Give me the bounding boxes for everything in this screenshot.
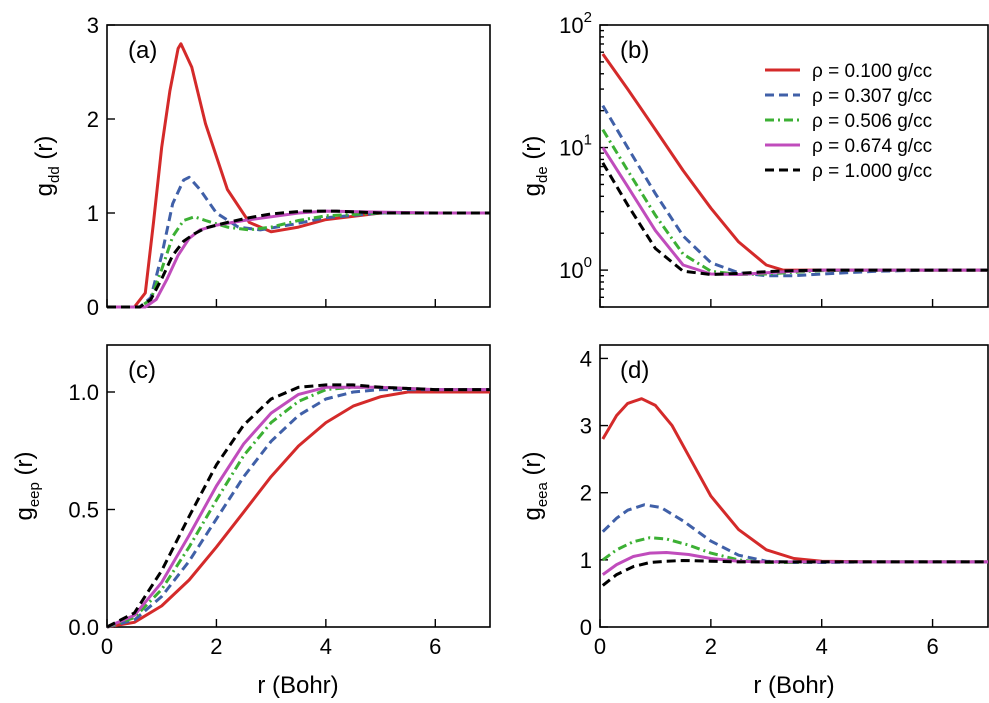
y-tick-exponent: 1 (584, 132, 592, 149)
y-tick-base: 10 (559, 136, 583, 161)
y-tick-label: 3 (87, 13, 99, 38)
legend-label: ρ = 1.000 g/cc (812, 161, 932, 182)
x-tick-label: 4 (320, 634, 332, 659)
y-axis-title: gdd (r) (31, 136, 63, 197)
y-axis-suffix: (r) (519, 451, 546, 482)
series-curves (601, 397, 988, 587)
y-tick-label: 102 (559, 9, 592, 38)
series-line-5 (601, 559, 988, 587)
x-tick-label: 2 (705, 634, 717, 659)
panel-label: (b) (620, 37, 649, 64)
legend-label: ρ = 0.307 g/cc (812, 86, 932, 107)
y-axis-main: g (11, 507, 38, 520)
y-tick-label: 0.5 (68, 498, 99, 523)
series-curves (106, 383, 490, 629)
series-line-1 (106, 390, 490, 629)
y-tick-exponent: 0 (584, 254, 592, 271)
panel-c: 0 2 4 6 0.0 0.5 1.0 (c) geep (r) r (Bohr) (11, 344, 491, 699)
series-line-2 (107, 175, 490, 309)
y-tick-label: 1 (87, 201, 99, 226)
legend: ρ = 0.100 g/cc ρ = 0.307 g/cc ρ = 0.506 g/… (765, 61, 932, 182)
y-tick-label: 2 (87, 107, 99, 132)
y-axis-suffix: (r) (31, 136, 58, 167)
y-axis-suffix: (r) (519, 136, 546, 167)
panel-a: 0 1 2 3 (a) gdd (r) (31, 13, 491, 320)
panel-d: 0 2 4 6 0 1 2 3 4 (d) geea (r) r (Bohr) (519, 344, 989, 699)
series-curves (107, 42, 490, 309)
panel-label: (a) (128, 37, 157, 64)
y-tick-base: 10 (559, 13, 583, 38)
plot-frame (599, 344, 989, 628)
y-axis-main: g (519, 183, 546, 196)
legend-label: ρ = 0.100 g/cc (812, 61, 932, 82)
y-axis-sub: de (534, 166, 551, 183)
x-tick-label: 4 (816, 634, 828, 659)
y-tick-label: 1 (580, 548, 592, 573)
y-tick-label: 1.0 (68, 380, 99, 405)
panel-label: (c) (128, 357, 156, 384)
series-line-1 (107, 42, 490, 309)
x-tick-label: 0 (101, 634, 113, 659)
plot-frame (106, 24, 491, 308)
plot-frame (106, 344, 491, 628)
series-line-5 (107, 209, 490, 309)
x-axis-title: r (Bohr) (257, 672, 338, 699)
x-tick-label: 6 (926, 634, 938, 659)
y-axis-title: geea (r) (519, 451, 551, 520)
y-axis-sub: eea (534, 481, 551, 507)
y-tick-label: 101 (559, 132, 592, 161)
y-axis-main: g (31, 183, 58, 196)
y-tick-label: 0 (580, 615, 592, 640)
x-tick-label: 6 (429, 634, 441, 659)
y-axis-title: geep (r) (11, 451, 43, 520)
x-tick-label: 0 (594, 634, 606, 659)
x-axis-title: r (Bohr) (753, 672, 834, 699)
y-axis-sub: eep (26, 482, 43, 507)
y-tick-label: 3 (580, 414, 592, 439)
series-line-2 (106, 388, 490, 629)
y-tick-label: 0 (87, 295, 99, 320)
y-tick-base: 10 (559, 258, 583, 283)
series-line-5 (106, 383, 490, 629)
y-axis-sub: dd (46, 166, 63, 183)
axis-ticks: 0 2 4 6 0.0 0.5 1.0 (68, 380, 441, 659)
panel-label: (d) (620, 357, 649, 384)
y-axis-suffix: (r) (11, 451, 38, 482)
series-curves (601, 53, 988, 278)
y-tick-label: 0.0 (68, 615, 99, 640)
axis-ticks: 0 2 4 6 0 1 2 3 4 (580, 346, 939, 659)
legend-label: ρ = 0.674 g/cc (812, 136, 932, 157)
y-axis-main: g (519, 507, 546, 520)
y-tick-label: 2 (580, 481, 592, 506)
axis-ticks: 0 1 2 3 (87, 13, 436, 320)
series-line-5 (601, 162, 988, 276)
y-tick-exponent: 2 (584, 9, 592, 26)
x-tick-label: 2 (210, 634, 222, 659)
y-tick-label: 4 (580, 346, 592, 371)
y-axis-title: gde (r) (519, 136, 551, 197)
series-line-4 (107, 209, 490, 309)
legend-label: ρ = 0.506 g/cc (812, 111, 932, 132)
y-tick-label: 100 (559, 254, 592, 283)
